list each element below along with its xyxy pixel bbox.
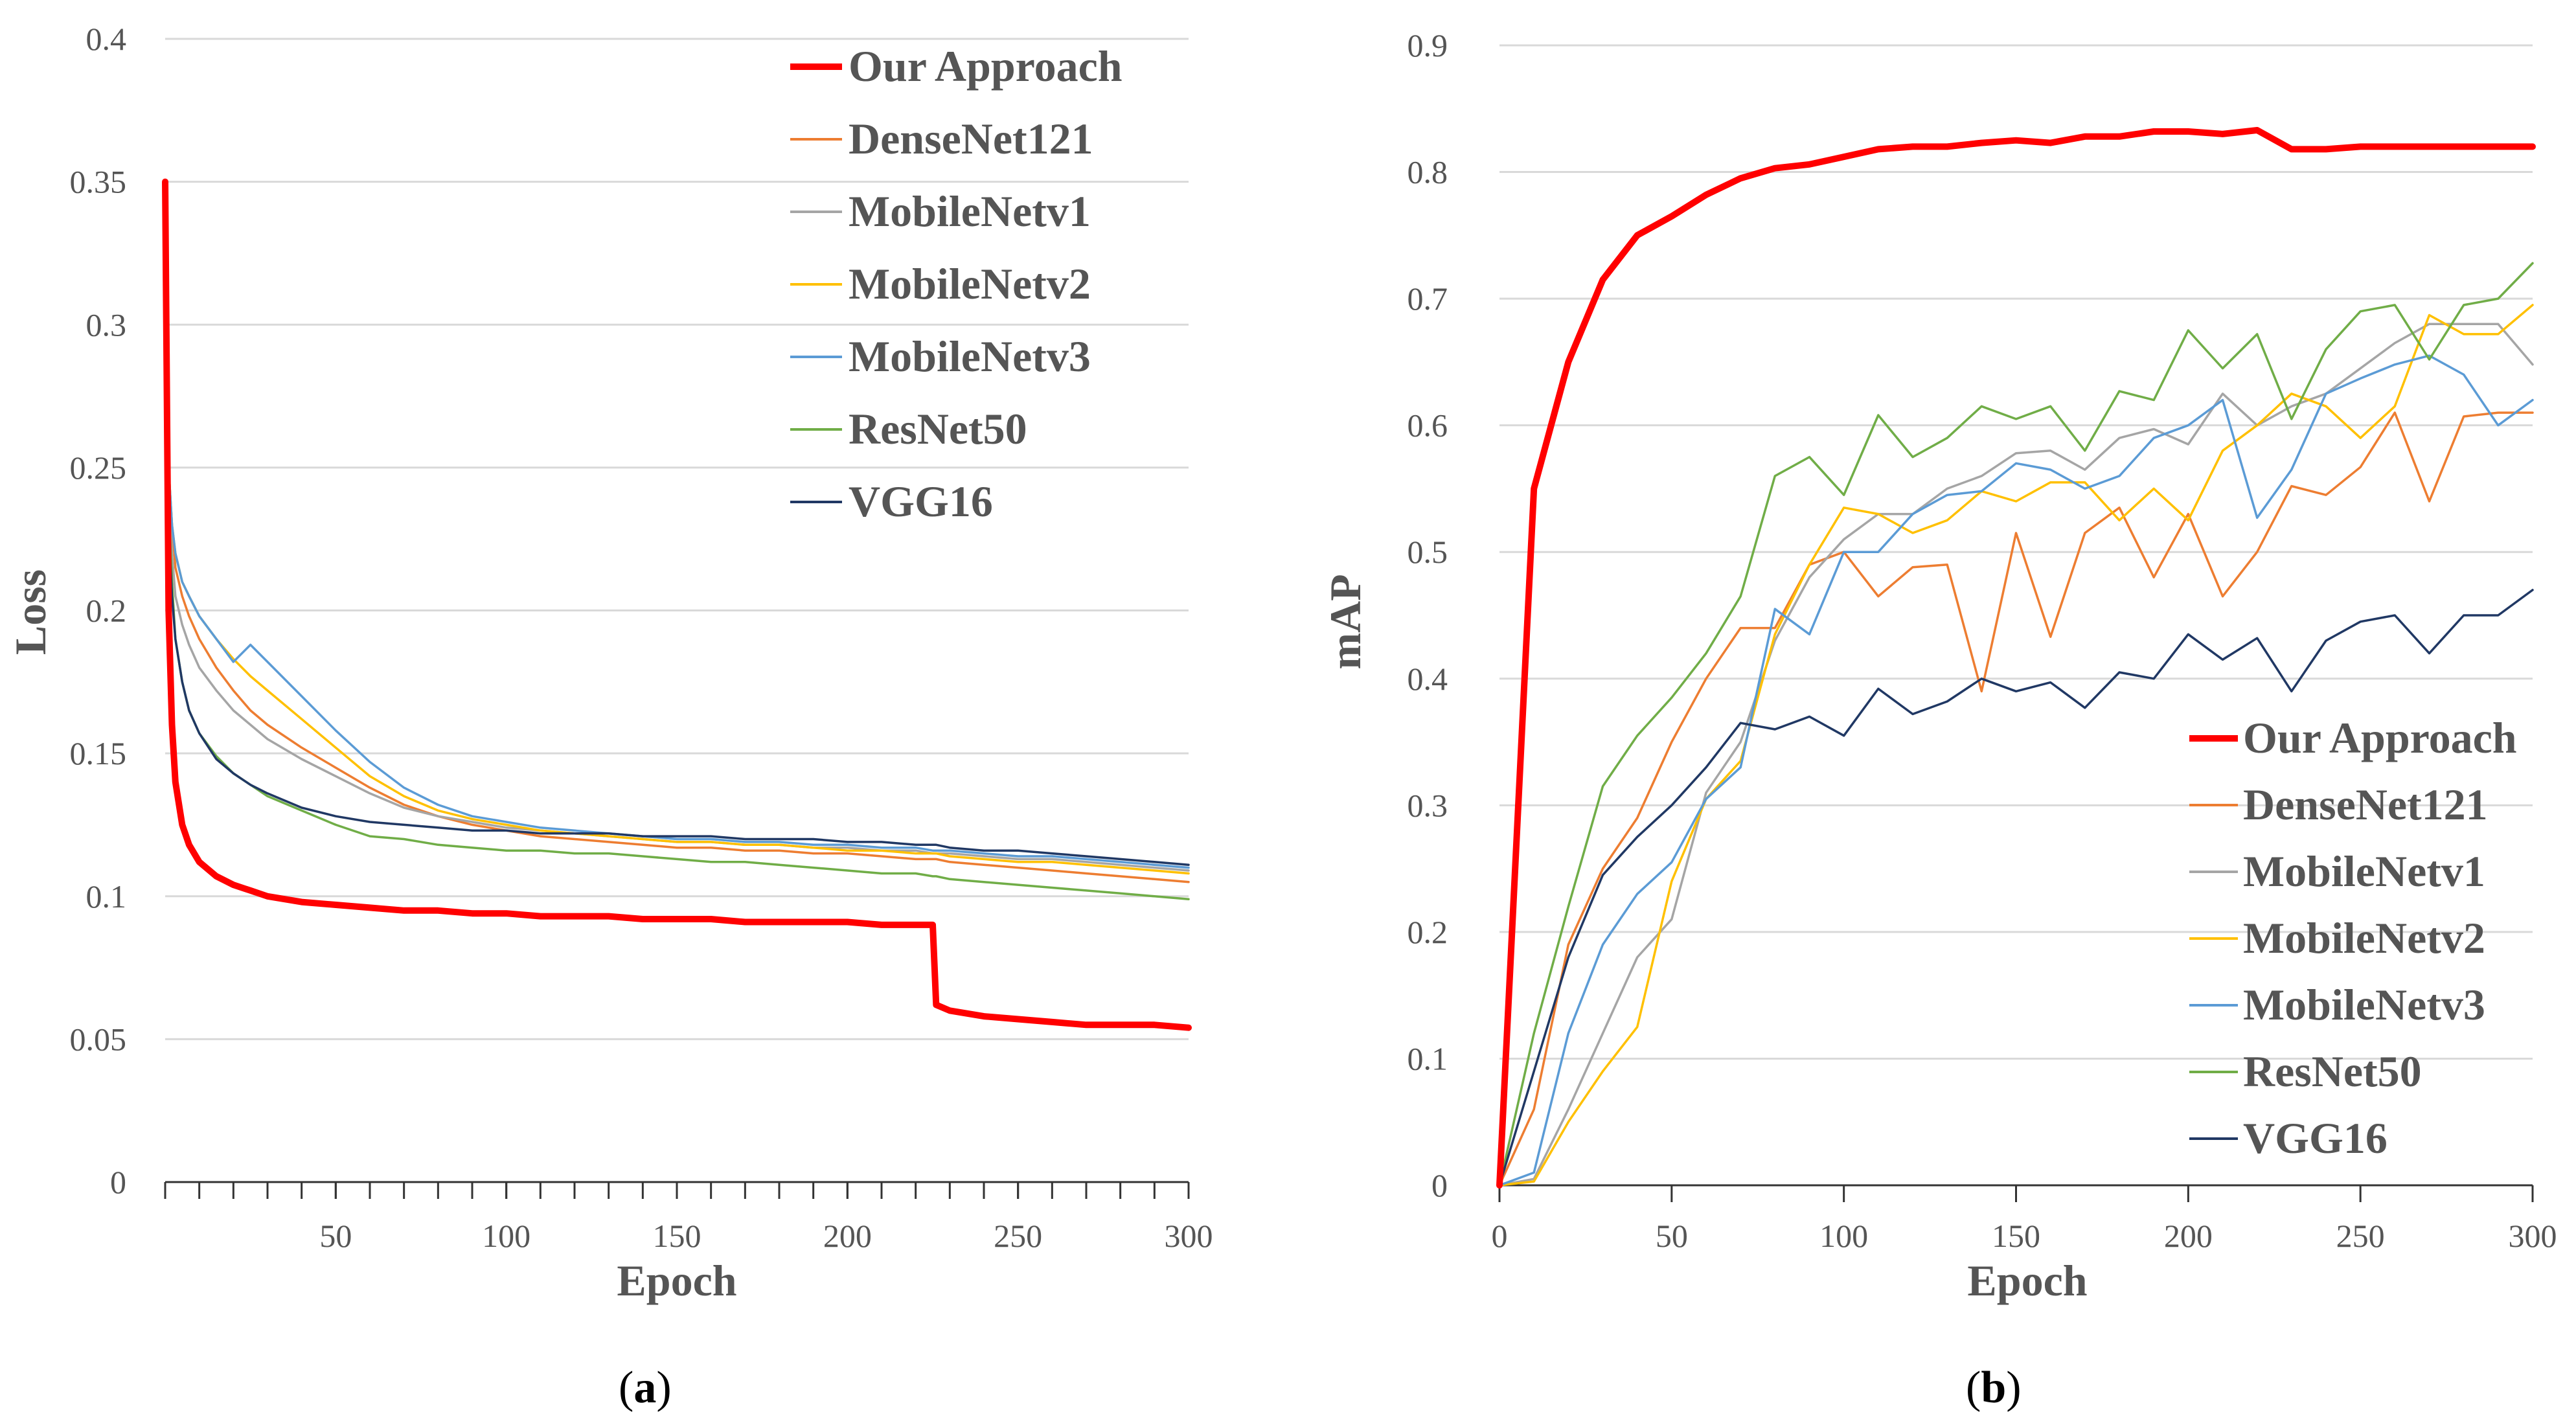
series-line-mobilenetv1 (1498, 323, 2534, 1187)
series-line-densenet121 (164, 323, 1190, 883)
x-tick-label: 100 (482, 1218, 530, 1254)
y-tick-label: 0.4 (86, 21, 127, 57)
legend-label-densenet121: DenseNet121 (849, 114, 1093, 163)
legend-label-densenet121: DenseNet121 (2243, 780, 2488, 829)
y-tick-label: 0.9 (1408, 27, 1448, 63)
y-tick-label: 0.25 (70, 450, 127, 486)
legend-label-vgg16: VGG16 (849, 477, 993, 526)
series-line-our-approach (1496, 127, 2536, 1189)
y-tick-label: 0.1 (86, 878, 127, 915)
x-tick-label: 200 (2164, 1218, 2213, 1254)
legend-label-our-approach: Our Approach (849, 41, 1123, 91)
y-axis-title: Loss (6, 569, 55, 655)
x-tick-label: 300 (2509, 1218, 2557, 1254)
legend-label-mobilenetv2: MobileNetv2 (2243, 913, 2485, 962)
x-tick-label: 300 (1165, 1218, 1213, 1254)
x-tick-label: 0 (1492, 1218, 1508, 1254)
legend-label-mobilenetv1: MobileNetv1 (849, 187, 1091, 236)
series-line-resnet50 (1498, 262, 2534, 1187)
x-tick-label: 50 (319, 1218, 352, 1254)
series-line-mobilenetv3 (164, 352, 1190, 869)
y-tick-label: 0.3 (86, 306, 127, 343)
legend-label-mobilenetv1: MobileNetv1 (2243, 847, 2485, 896)
y-tick-label: 0.5 (1408, 534, 1448, 570)
panel-caption-letter: b (1981, 1363, 2006, 1413)
y-tick-label: 0.2 (1408, 914, 1448, 950)
series-line-vgg16 (164, 380, 1190, 866)
series-line-mobilenetv2 (164, 352, 1190, 875)
x-tick-label: 50 (1656, 1218, 1688, 1254)
legend-label-mobilenetv3: MobileNetv3 (849, 332, 1091, 381)
x-tick-label: 150 (653, 1218, 701, 1254)
x-axis-title: Epoch (1967, 1256, 2087, 1305)
y-tick-label: 0 (1431, 1167, 1448, 1203)
series-line-resnet50 (164, 352, 1190, 900)
y-tick-label: 0 (110, 1164, 126, 1200)
y-axis-title: mAP (1321, 574, 1370, 669)
y-tick-label: 0.1 (1408, 1040, 1448, 1076)
y-tick-label: 0.15 (70, 735, 127, 771)
series-line-mobilenetv3 (1498, 354, 2534, 1187)
x-tick-label: 100 (1819, 1218, 1868, 1254)
panel-caption-letter: a (633, 1363, 656, 1413)
x-tick-label: 250 (994, 1218, 1042, 1254)
map-chart-panel: 0 0.1 0.2 0.3 0.4 0.5 0.6 0.7 0.8 0.9 0 50 100 150 200… (1321, 27, 2557, 1413)
y-tick-label: 0.35 (70, 164, 127, 200)
legend-label-resnet50: ResNet50 (849, 404, 1027, 453)
y-tick-label: 0.2 (86, 593, 127, 629)
series-line-our-approach (162, 178, 1192, 1031)
legend-label-our-approach: Our Approach (2243, 713, 2517, 762)
legend-label-mobilenetv2: MobileNetv2 (849, 259, 1091, 308)
series-line-densenet121 (1498, 411, 2534, 1187)
x-tick-label: 200 (823, 1218, 872, 1254)
series-line-mobilenetv2 (1498, 304, 2534, 1187)
y-tick-label: 0.8 (1408, 154, 1448, 190)
y-tick-label: 0.6 (1408, 407, 1448, 444)
y-tick-label: 0.3 (1408, 787, 1448, 823)
panel-caption: (a) (619, 1363, 672, 1413)
y-tick-label: 0.7 (1408, 280, 1448, 317)
loss-chart-panel: 0 0.05 0.1 0.15 0.2 0.25 0.3 0.35 0.4 50 100 150 200… (6, 21, 1213, 1413)
series-line-vgg16 (1498, 589, 2534, 1187)
x-axis-title: Epoch (617, 1256, 736, 1305)
y-tick-label: 0.05 (70, 1021, 127, 1057)
legend-label-mobilenetv3: MobileNetv3 (2243, 980, 2485, 1029)
series-line-mobilenetv1 (164, 352, 1190, 872)
x-tick-label: 150 (1992, 1218, 2040, 1254)
y-tick-label: 0.4 (1408, 661, 1448, 697)
panel-caption: (b) (1966, 1363, 2022, 1413)
legend-label-resnet50: ResNet50 (2243, 1047, 2422, 1096)
legend-label-vgg16: VGG16 (2243, 1113, 2388, 1163)
x-tick-label: 250 (2336, 1218, 2385, 1254)
